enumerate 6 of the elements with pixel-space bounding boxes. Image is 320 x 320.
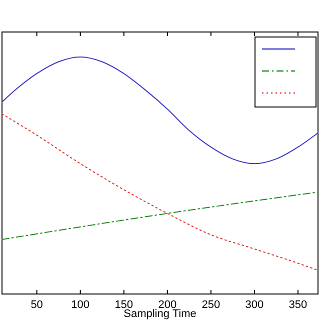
x-tick-label: 50 xyxy=(30,299,43,311)
x-axis-title: Sampling Time xyxy=(124,308,196,320)
x-tick-label: 300 xyxy=(245,299,264,311)
x-tick-label: 350 xyxy=(288,299,308,311)
x-tick-label: 250 xyxy=(202,299,220,311)
x-tick-label: 100 xyxy=(71,299,90,311)
